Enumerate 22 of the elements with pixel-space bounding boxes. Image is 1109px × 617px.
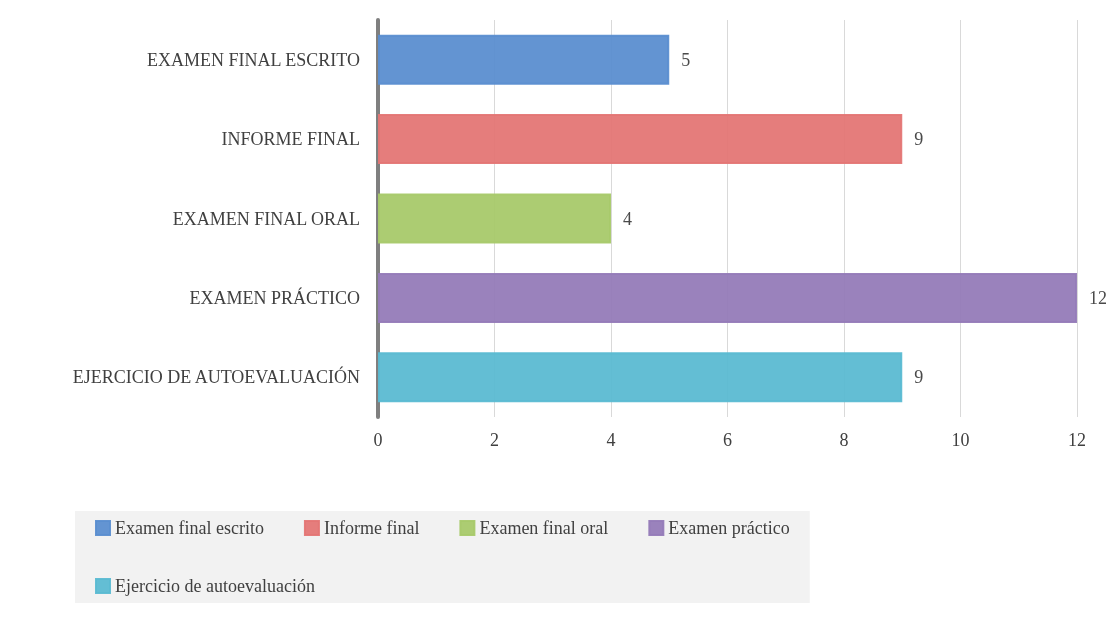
y-tick-label: EXAMEN PRÁCTICO bbox=[189, 286, 360, 308]
x-tick-label: 10 bbox=[951, 430, 970, 450]
y-tick-label: INFORME FINAL bbox=[221, 129, 360, 150]
legend-label: Examen práctico bbox=[668, 518, 790, 538]
data-label: 4 bbox=[623, 208, 632, 229]
legend-label: Examen final escrito bbox=[115, 518, 264, 538]
data-label: 9 bbox=[914, 367, 924, 388]
y-tick-label: EXAMEN FINAL ORAL bbox=[172, 208, 360, 229]
x-tick-label: 6 bbox=[723, 430, 732, 450]
legend-label: Ejercicio de autoevaluación bbox=[115, 576, 315, 596]
y-tick-label: EXAMEN FINAL ESCRITO bbox=[146, 49, 360, 70]
legend-label: Examen final oral bbox=[479, 518, 609, 538]
x-tick-label: 12 bbox=[1068, 430, 1086, 450]
x-tick-label: 8 bbox=[839, 430, 849, 450]
y-tick-label: EJERCICIO DE AUTOEVALUACIÓN bbox=[72, 366, 360, 388]
data-label: 5 bbox=[681, 49, 691, 70]
x-tick-label: 2 bbox=[490, 430, 499, 450]
legend-label: Informe final bbox=[323, 518, 420, 538]
x-tick-label: 0 bbox=[373, 430, 383, 450]
data-label: 12 bbox=[1089, 287, 1107, 308]
data-label: 9 bbox=[914, 129, 924, 150]
x-tick-label: 4 bbox=[606, 430, 616, 450]
